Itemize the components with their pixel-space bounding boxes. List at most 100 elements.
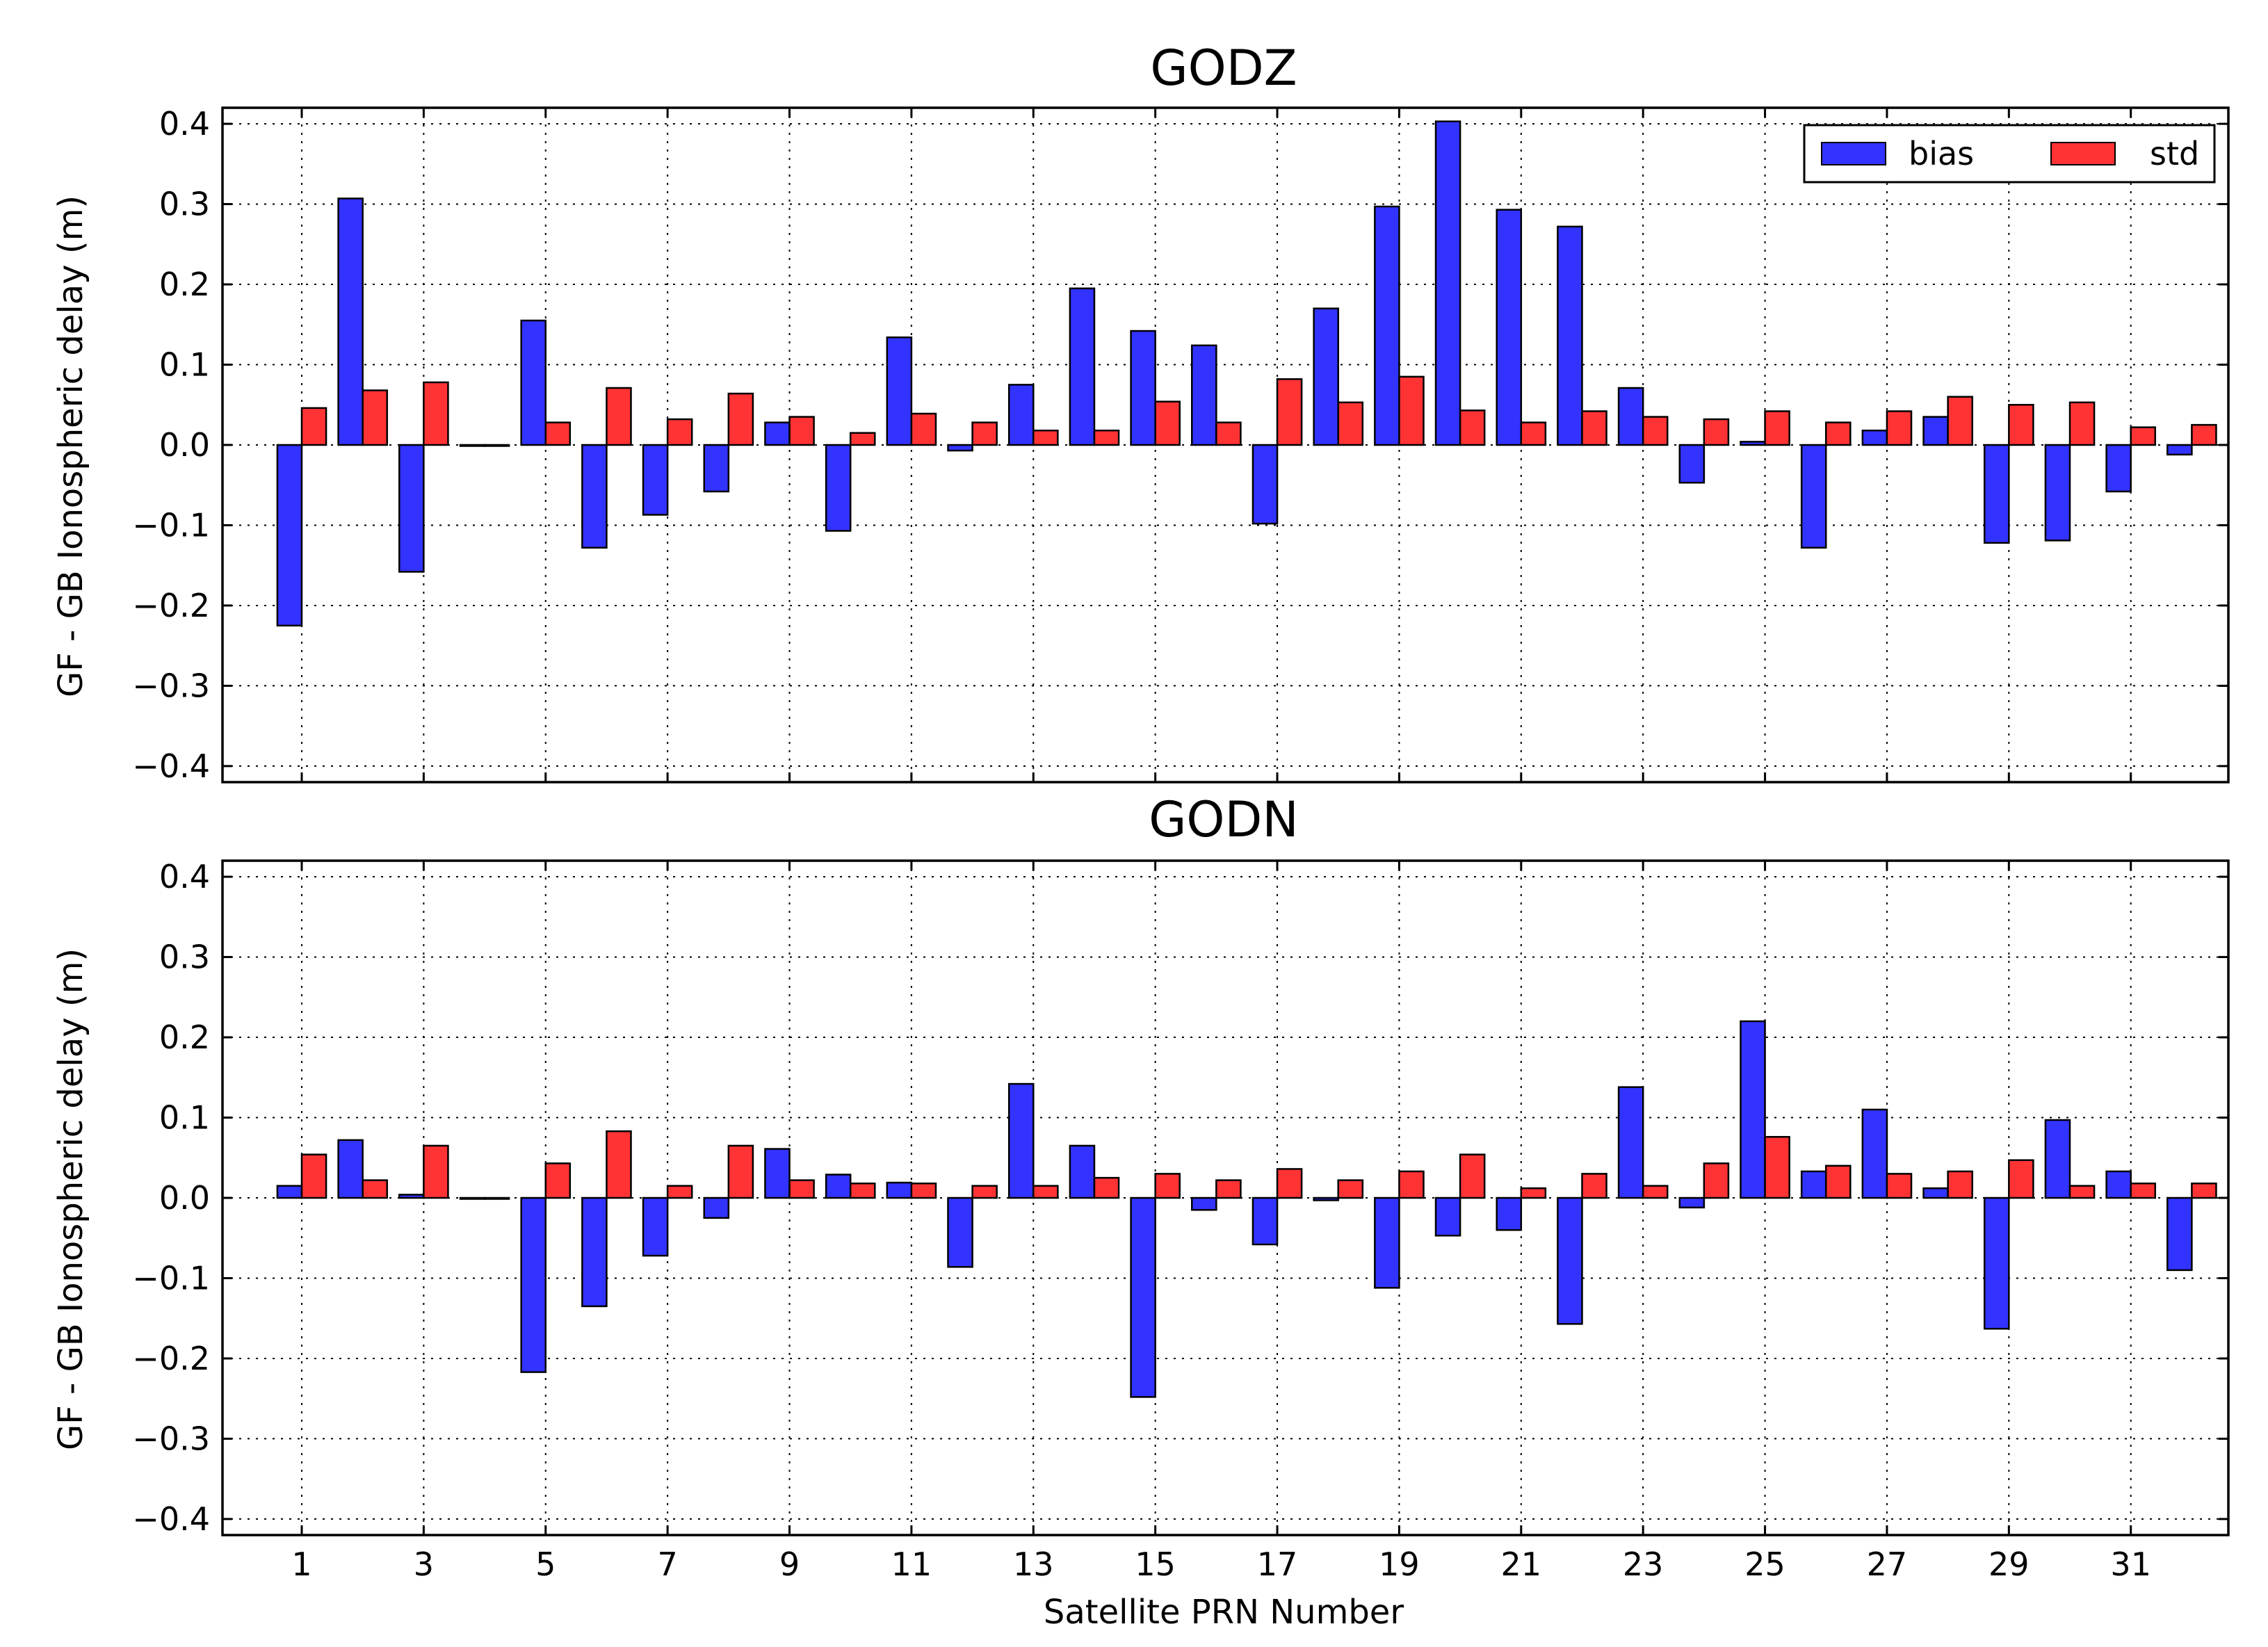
godz-bias-bar xyxy=(520,319,547,446)
godn-std-bar xyxy=(2130,1182,2157,1199)
godn-bias-bar xyxy=(1861,1108,1888,1199)
godz-y-tick-label: 0.0 xyxy=(159,426,210,464)
godz-bias-bar xyxy=(1069,287,1096,446)
legend-std-swatch xyxy=(2050,142,2116,165)
godn-bias-bar xyxy=(1740,1020,1766,1199)
godn-std-bar xyxy=(1581,1173,1607,1199)
godz-bias-bar xyxy=(1800,444,1827,549)
godz-y-tick-label: −0.2 xyxy=(132,587,210,624)
godn-x-tick-label: 25 xyxy=(1744,1545,1785,1583)
godz-y-tick-label: 0.2 xyxy=(159,266,210,303)
godn-std-bar xyxy=(788,1179,815,1199)
godn-std-bar xyxy=(849,1182,876,1199)
godn-std-bar xyxy=(1093,1176,1120,1199)
godz-std-bar xyxy=(1642,416,1669,446)
godz-bias-bar xyxy=(1678,444,1706,484)
godz-std-bar xyxy=(300,407,327,446)
godn-bias-bar xyxy=(825,1174,852,1199)
godz-plot-area: −0.4 −0.3 −0.2 −0.1 0.0 0.1 0.2 0.3 0.4 xyxy=(132,105,2230,785)
godz-std-bar xyxy=(1824,421,1852,446)
godn-x-tick-label: 17 xyxy=(1257,1545,1298,1583)
godn-y-tick-label: 0.4 xyxy=(159,858,210,895)
godn-bias-bar xyxy=(2166,1196,2193,1272)
godn-bias-bar xyxy=(1434,1196,1461,1237)
godz-axes-frame xyxy=(221,106,2230,784)
godn-x-tick-label: 1 xyxy=(291,1545,311,1583)
godz-y-tick-label: 0.4 xyxy=(159,105,210,143)
godz-bias-bar xyxy=(1861,429,1888,446)
godn-bias-bar xyxy=(1496,1196,1523,1231)
godn-y-tick-label: −0.3 xyxy=(132,1420,210,1457)
godn-bias-bar xyxy=(398,1194,425,1199)
godn-std-bar xyxy=(300,1153,327,1199)
godn-y-tick-label: −0.2 xyxy=(132,1340,210,1377)
godz-std-bar xyxy=(362,389,389,446)
godn-std-bar xyxy=(1459,1153,1486,1199)
godn-x-tick-label: 13 xyxy=(1013,1545,1054,1583)
godz-bias-bar xyxy=(764,421,791,446)
godn-axes-frame xyxy=(221,859,2230,1536)
godz-std-bar xyxy=(423,381,449,446)
godz-bias-bar xyxy=(581,444,608,549)
godn-std-bar xyxy=(971,1185,998,1199)
godz-std-bar xyxy=(2191,423,2217,446)
godz-bias-bar xyxy=(825,444,852,532)
godz-std-bar xyxy=(1276,378,1303,446)
godn-x-tick-label: 19 xyxy=(1379,1545,1420,1583)
godz-std-bar xyxy=(910,412,937,446)
godn-bias-bar xyxy=(1252,1196,1279,1246)
godz-bias-bar xyxy=(459,444,486,447)
godn-std-bar xyxy=(2068,1185,2096,1199)
godz-bias-bar xyxy=(1496,209,1523,446)
godz-y-tick-label: −0.3 xyxy=(132,667,210,704)
godn-bias-bar xyxy=(276,1185,303,1199)
godz-std-bar xyxy=(1337,401,1364,446)
godn-bias-bar xyxy=(1313,1196,1339,1201)
godz-bias-bar xyxy=(1252,444,1279,525)
godn-y-tick-label: −0.4 xyxy=(132,1500,210,1538)
godz-bias-bar xyxy=(398,444,425,573)
godz-bias-bar xyxy=(276,444,303,627)
godn-y-tick-label: 0.1 xyxy=(159,1099,210,1137)
godn-x-tick-label: 11 xyxy=(891,1545,932,1583)
godz-bias-bar xyxy=(1374,205,1400,446)
godn-x-tick-label: 3 xyxy=(414,1545,434,1583)
x-axis-label: Satellite PRN Number xyxy=(1044,1593,1404,1632)
godn-std-bar xyxy=(1703,1162,1730,1199)
godz-bias-bar xyxy=(1130,330,1156,446)
godn-std-bar xyxy=(1642,1185,1669,1199)
godn-bias-bar xyxy=(1007,1082,1035,1199)
godz-y-axis-label: GF - GB Ionospheric delay (m) xyxy=(51,195,90,697)
godn-title: GODN xyxy=(1149,791,1299,848)
godn-bias-bar xyxy=(1191,1196,1217,1211)
godz-std-bar xyxy=(1032,429,1059,446)
godz-std-bar xyxy=(971,421,998,446)
godn-bias-bar xyxy=(1922,1187,1949,1199)
godz-std-bar xyxy=(1398,375,1425,446)
godn-y-tick-label: 0.0 xyxy=(159,1179,210,1217)
godz-bias-bar xyxy=(1557,225,1583,446)
godn-std-bar xyxy=(2008,1159,2034,1199)
godn-bias-bar xyxy=(1069,1144,1096,1199)
godz-y-tick-label: 0.3 xyxy=(159,186,210,223)
godn-bias-bar xyxy=(1130,1196,1156,1398)
godn-std-bar xyxy=(483,1196,510,1200)
godz-bias-bar xyxy=(703,444,730,493)
godz-std-bar xyxy=(1947,396,1973,446)
godn-x-tick-label: 29 xyxy=(1988,1545,2030,1583)
godn-bias-bar xyxy=(947,1196,973,1268)
godz-std-bar xyxy=(2130,426,2157,446)
godn-x-tick-label: 21 xyxy=(1501,1545,1542,1583)
legend: bias std xyxy=(1803,124,2216,184)
godn-bias-bar xyxy=(520,1196,547,1373)
godz-bias-bar xyxy=(1434,120,1461,446)
godn-bias-bar xyxy=(2044,1119,2071,1199)
godz-std-bar xyxy=(2008,404,2034,446)
godn-std-bar xyxy=(2191,1182,2217,1199)
godz-std-bar xyxy=(1581,410,1607,446)
godn-bias-bar xyxy=(337,1139,364,1199)
godn-bias-bar xyxy=(1374,1196,1400,1289)
godz-bias-bar xyxy=(2044,444,2071,542)
godn-x-tick-label: 23 xyxy=(1623,1545,1664,1583)
